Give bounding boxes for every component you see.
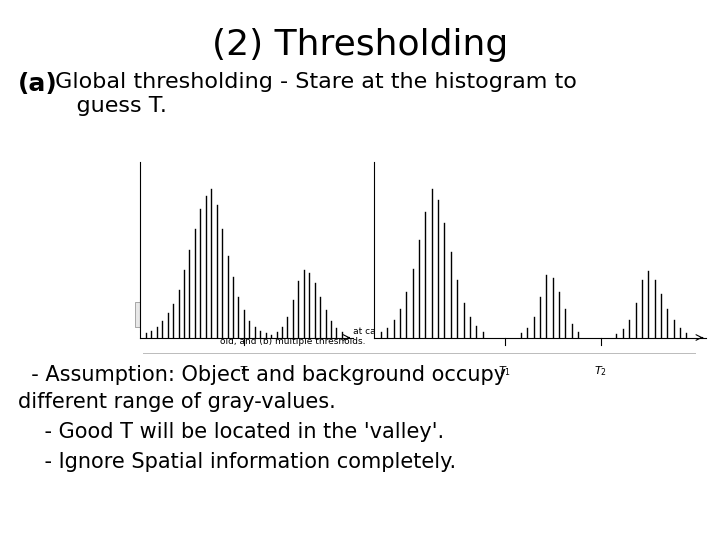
Text: guess T.: guess T. [48, 96, 167, 116]
Text: a   b: a b [143, 310, 161, 319]
Text: - Good T will be located in the 'valley'.: - Good T will be located in the 'valley'… [18, 422, 444, 442]
Text: $T_2$: $T_2$ [594, 364, 607, 378]
Text: (a): (a) [18, 72, 58, 96]
Text: - Ignore Spatial information completely.: - Ignore Spatial information completely. [18, 452, 456, 472]
Text: FIGURE 10.26: FIGURE 10.26 [143, 327, 212, 336]
Text: Global thresholding - Stare at the histogram to: Global thresholding - Stare at the histo… [48, 72, 577, 92]
Text: (2) Thresholding: (2) Thresholding [212, 28, 508, 62]
Text: different range of gray-values.: different range of gray-values. [18, 392, 336, 412]
Text: $T$: $T$ [239, 364, 248, 376]
Text: $T_1$: $T_1$ [498, 364, 511, 378]
Text: (a) Gray level histograms that can be partitioned by (a) a single thresh-
old, a: (a) Gray level histograms that can be pa… [220, 327, 552, 346]
Text: - Assumption: Object and background occupy: - Assumption: Object and background occu… [18, 365, 506, 385]
